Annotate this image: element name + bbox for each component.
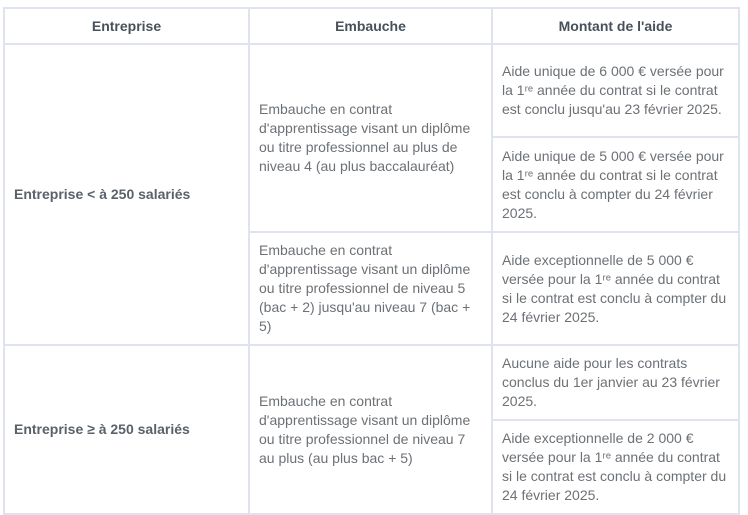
- header-row: Entreprise Embauche Montant de l'aide: [3, 7, 740, 45]
- cell-aide-unique-6000: Aide unique de 6 000 € versée pour la 1ʳ…: [491, 43, 740, 138]
- cell-aide-unique-5000: Aide unique de 5 000 € versée pour la 1ʳ…: [491, 136, 740, 233]
- table-row: Aide exceptionnelle de 2 000 € versée po…: [4, 419, 740, 515]
- header-cell-entreprise: Entreprise: [3, 7, 250, 45]
- header-cell-embauche: Embauche: [248, 7, 493, 45]
- table-row: Aide unique de 5 000 € versée pour la 1ʳ…: [4, 136, 740, 233]
- cell-entreprise-lt-250: Entreprise < à 250 salariés: [3, 43, 250, 346]
- cell-embauche-niveau4: Embauche en contrat d'apprentissage visa…: [248, 43, 493, 233]
- table-row: Entreprise ≥ à 250 salariés Embauche en …: [3, 344, 740, 515]
- cell-aide-exceptionnelle-2000: Aide exceptionnelle de 2 000 € versée po…: [491, 419, 740, 515]
- cell-aide-exceptionnelle-5000: Aide exceptionnelle de 5 000 € versée po…: [491, 231, 740, 346]
- table-row: Embauche en contrat d'apprentissage visa…: [4, 231, 740, 346]
- cell-embauche-niveau7: Embauche en contrat d'apprentissage visa…: [248, 344, 493, 515]
- cell-entreprise-gte-250: Entreprise ≥ à 250 salariés: [3, 344, 250, 515]
- cell-embauche-niveau5-a-7: Embauche en contrat d'apprentissage visa…: [248, 231, 493, 346]
- table-row: Entreprise < à 250 salariés Embauche en …: [3, 43, 740, 346]
- header-cell-montant: Montant de l'aide: [491, 7, 740, 45]
- apprenticeship-aid-table: Entreprise Embauche Montant de l'aide En…: [3, 7, 740, 515]
- cell-aucune-aide: Aucune aide pour les contrats conclus du…: [491, 344, 740, 421]
